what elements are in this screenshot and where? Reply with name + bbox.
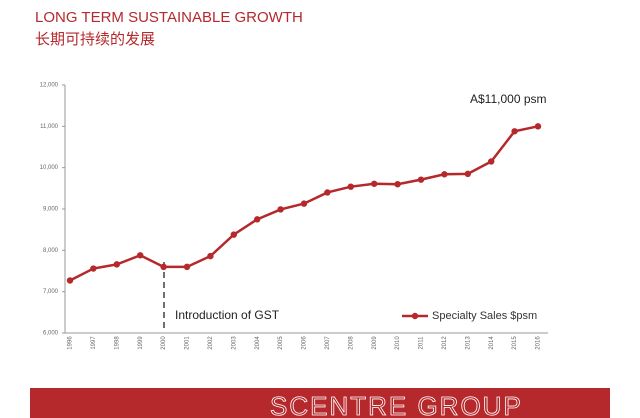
y-tick-label: 6,000 bbox=[43, 331, 59, 337]
point bbox=[230, 231, 237, 238]
x-tick-label: 2015 bbox=[512, 336, 518, 350]
point bbox=[488, 158, 495, 165]
x-tick-label: 2000 bbox=[161, 336, 167, 350]
point bbox=[160, 263, 167, 271]
point bbox=[464, 170, 471, 178]
x-tick-label: 2008 bbox=[348, 336, 354, 350]
legend-label: Specialty Sales $psm bbox=[432, 310, 537, 322]
point bbox=[324, 189, 331, 196]
point bbox=[207, 252, 214, 260]
y-tick-label: 11,000 bbox=[40, 124, 59, 130]
point bbox=[113, 261, 121, 268]
annotation: Introduction of GST bbox=[175, 308, 280, 322]
y-tick-label: 9,000 bbox=[43, 207, 59, 213]
y-tick-label: 10,000 bbox=[40, 165, 59, 171]
point bbox=[66, 277, 74, 284]
y-tick-label: 12,000 bbox=[40, 83, 59, 89]
x-tick-label: 2016 bbox=[536, 336, 542, 350]
point bbox=[183, 263, 191, 271]
point bbox=[300, 200, 308, 207]
y-tick-label: 7,000 bbox=[43, 289, 59, 295]
x-tick-label: 2010 bbox=[395, 336, 401, 350]
legend-marker bbox=[411, 312, 419, 320]
point bbox=[277, 206, 284, 213]
footer-banner bbox=[30, 388, 610, 418]
x-tick-label: 2005 bbox=[278, 336, 284, 350]
chart-subtitle: 长期可持续的发展 bbox=[35, 31, 155, 48]
point bbox=[137, 252, 144, 259]
point bbox=[441, 171, 448, 178]
point bbox=[417, 176, 425, 183]
x-tick-label: 1999 bbox=[138, 336, 144, 350]
annotation: A$11,000 psm bbox=[470, 92, 547, 106]
x-tick-label: 2014 bbox=[489, 336, 495, 350]
x-tick-label: 1998 bbox=[114, 336, 120, 350]
point bbox=[511, 128, 518, 135]
footer-logo: SCENTRE GROUP bbox=[270, 391, 523, 418]
x-tick-label: 2002 bbox=[208, 336, 214, 350]
x-tick-label: 2012 bbox=[442, 336, 448, 350]
point bbox=[90, 265, 97, 272]
x-tick-label: 2003 bbox=[231, 336, 237, 350]
y-tick-label: 8,000 bbox=[43, 248, 59, 254]
x-tick-label: 1996 bbox=[68, 336, 74, 350]
x-tick-label: 2001 bbox=[185, 336, 191, 350]
point bbox=[394, 181, 401, 188]
x-tick-label: 2004 bbox=[255, 336, 261, 350]
x-tick-label: 2013 bbox=[465, 336, 471, 350]
point bbox=[534, 123, 542, 130]
point bbox=[254, 216, 261, 223]
x-tick-label: 2007 bbox=[325, 336, 331, 350]
x-tick-label: 2011 bbox=[419, 336, 425, 350]
x-tick-label: 2006 bbox=[302, 336, 308, 350]
point bbox=[347, 183, 354, 190]
chart-title: LONG TERM SUSTAINABLE GROWTH bbox=[35, 9, 303, 26]
x-tick-label: 2009 bbox=[372, 336, 378, 350]
point bbox=[371, 180, 378, 187]
x-tick-label: 1997 bbox=[91, 336, 97, 350]
